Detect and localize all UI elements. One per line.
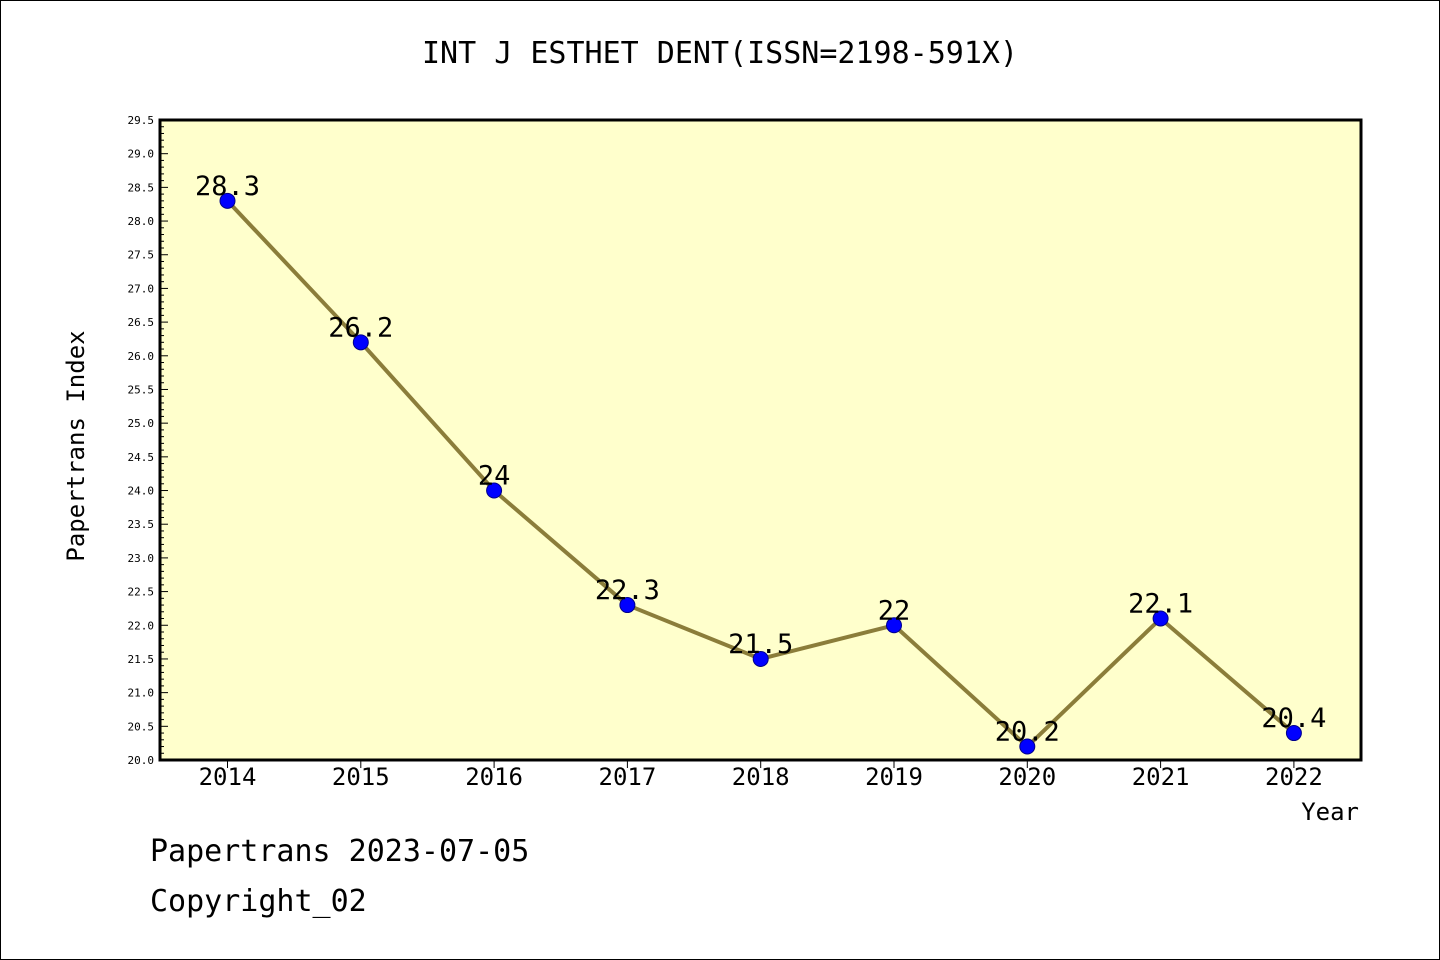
chart-title: INT J ESTHET DENT(ISSN=2198-591X) [421, 36, 1019, 71]
data-label: 20.2 [995, 717, 1060, 748]
data-label: 22.3 [595, 575, 660, 606]
data-label: 20.4 [1261, 703, 1326, 734]
x-tick-label: 2019 [865, 763, 923, 791]
y-tick-label: 23.5 [128, 518, 155, 531]
x-tick-label: 2014 [199, 763, 257, 791]
data-label: 21.5 [728, 629, 793, 660]
data-point [1152, 610, 1169, 627]
data-point [886, 617, 902, 634]
x-axis-label: Year [1301, 798, 1359, 826]
data-label: 22 [878, 595, 911, 626]
y-tick-label: 25.5 [128, 383, 155, 396]
data-point [1285, 725, 1302, 742]
x-tick-label: 2016 [465, 763, 523, 791]
data-point [619, 597, 636, 614]
data-label: 24 [478, 461, 511, 492]
y-tick-label: 23.0 [128, 552, 155, 565]
y-axis-label: Papertrans Index [62, 330, 90, 561]
y-tick-label: 25.0 [128, 417, 155, 430]
y-tick-label: 20.0 [128, 754, 155, 767]
x-tick-label: 2018 [732, 763, 790, 791]
footer-date: Papertrans 2023-07-05 [150, 834, 530, 869]
y-tick-label: 21.5 [128, 653, 155, 666]
y-tick-label: 29.5 [128, 114, 155, 127]
y-tick-label: 28.5 [128, 181, 155, 194]
x-tick-label: 2022 [1265, 763, 1323, 791]
y-tick-label: 21.0 [128, 687, 155, 700]
x-tick-label: 2017 [599, 763, 657, 791]
data-point [752, 650, 769, 667]
x-tick-label: 2015 [332, 763, 390, 791]
y-tick-label: 26.5 [128, 316, 155, 329]
footer-copyright: Copyright_02 [150, 884, 367, 919]
y-tick-label: 28.0 [128, 215, 155, 228]
y-tick-label: 27.0 [128, 282, 155, 295]
x-tick-label: 2020 [998, 763, 1056, 791]
y-tick-label: 20.5 [128, 720, 155, 733]
data-point [219, 192, 236, 209]
data-label: 22.1 [1128, 589, 1193, 620]
data-point [486, 482, 503, 499]
data-label: 28.3 [195, 171, 260, 202]
y-tick-label: 24.0 [128, 485, 155, 498]
y-tick-label: 22.5 [128, 586, 155, 599]
plot-border [158, 118, 1363, 762]
y-tick-label: 22.0 [128, 619, 155, 632]
y-tick-label: 27.5 [128, 249, 155, 262]
y-tick-label: 26.0 [128, 350, 155, 363]
data-label: 26.2 [328, 312, 393, 343]
x-tick-label: 2021 [1132, 763, 1190, 791]
data-point [1019, 738, 1036, 755]
y-tick-label: 29.0 [128, 148, 155, 161]
data-point [352, 334, 369, 351]
y-tick-label: 24.5 [128, 451, 155, 464]
